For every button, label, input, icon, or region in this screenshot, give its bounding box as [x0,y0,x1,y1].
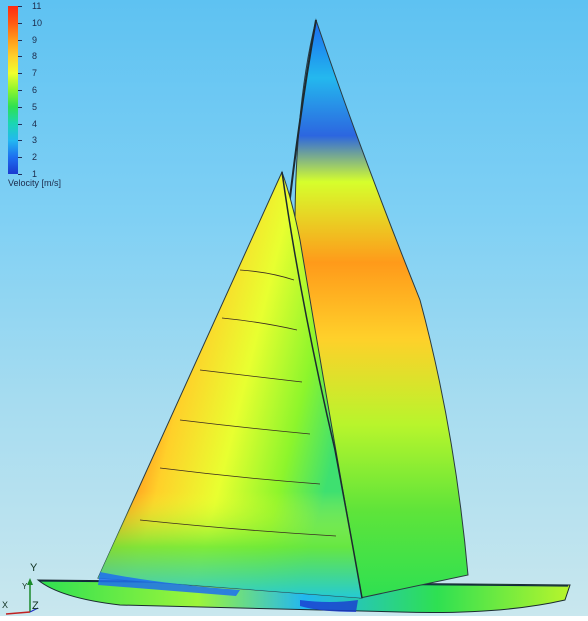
hull-blue-patch [300,600,358,612]
tick-mark [18,90,22,91]
legend-tick-label: 9 [32,35,38,45]
legend-tick-label: 3 [32,135,38,145]
tick-mark [18,23,22,24]
legend-tick-label: 5 [32,102,38,112]
legend-tick-label: 1 [32,169,38,179]
legend-title: Velocity [m/s] [8,178,62,188]
jib-seam [159,467,321,485]
legend-tick-label: 7 [32,68,38,78]
tick-mark [18,140,22,141]
tick-mark [18,40,22,41]
jib-seam [239,269,295,281]
mainsail-leading-edge [287,19,317,216]
legend-tick-label: 2 [32,152,38,162]
tick-mark [18,174,22,175]
axis-x-label: X [2,600,9,610]
axis-y-label: Y [30,562,38,574]
axis-triad-icon [5,578,39,615]
jib-foot-patch [98,572,240,596]
jib-seam [179,419,311,435]
axis-z-label: Z [32,600,39,612]
tick-mark [18,157,22,158]
legend-tick-label: 4 [32,119,38,129]
axis-y-small-label: Y [22,582,28,591]
jib-leech [281,171,363,599]
velocity-legend: 11 10 9 8 7 6 5 4 3 2 1 Velocity [m/s] [4,1,84,193]
legend-tick-label: 6 [32,85,38,95]
axis-triad[interactable]: Y Y Z X [0,560,60,616]
jib-seam [221,317,298,331]
tick-mark [18,6,22,7]
mainsail [294,18,469,599]
legend-tick-label: 8 [32,51,38,61]
tick-mark [18,107,22,108]
jib-seam [199,369,303,383]
colorbar [8,6,18,174]
legend-tick-label: 10 [32,18,43,28]
jib-sail-foot-shading [98,172,362,598]
legend-tick-label: 11 [32,1,42,11]
tick-mark [18,124,22,125]
jib-seam [139,519,337,537]
tick-mark [18,56,22,57]
tick-mark [18,73,22,74]
